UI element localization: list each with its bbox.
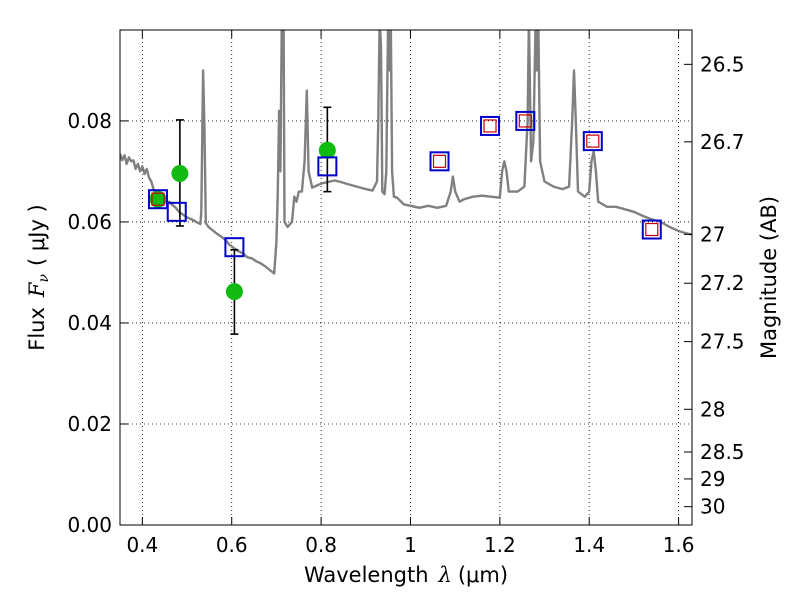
model-photometry-point	[480, 115, 501, 136]
y-tick-label: 0.04	[67, 311, 112, 335]
model-photometry-point	[147, 189, 168, 210]
inner-square-point	[483, 119, 497, 133]
x-axis-label: Wavelength λ (μm)	[304, 563, 508, 587]
inner-square-point	[151, 192, 165, 206]
y2-tick-label: 26.5	[700, 52, 745, 76]
model-photometry-point	[429, 151, 450, 172]
y-tick-label: 0.08	[67, 109, 112, 133]
inner-square-point	[586, 134, 600, 148]
y2-tick-label: 28	[700, 397, 725, 421]
inner-square-point	[518, 114, 532, 128]
x-tick-label: 1.2	[484, 533, 516, 557]
model-photometry-point	[224, 237, 245, 258]
spectrum-line	[120, 30, 692, 275]
inner-square-point	[432, 154, 447, 168]
model-photometry-point	[317, 156, 338, 177]
y2-tick-label: 27.5	[700, 330, 745, 354]
y-tick-label: 0.06	[67, 210, 112, 234]
inner-square-point	[645, 222, 659, 237]
grid	[120, 30, 692, 525]
y2-axis-label: Magnitude (AB)	[757, 196, 781, 359]
y-tick-label: 0.02	[67, 412, 112, 436]
observed-point	[318, 141, 336, 159]
model-photometry-point	[166, 201, 187, 222]
y2-tick-label: 27	[700, 222, 725, 246]
x-tick-label: 1.4	[573, 533, 605, 557]
y2-tick-label: 30	[700, 495, 725, 519]
plot-frame	[119, 29, 693, 526]
x-tick-label: 0.6	[216, 533, 248, 557]
x-tick-label: 1	[404, 533, 417, 557]
y2-tick-label: 26.7	[700, 130, 745, 154]
model-photometry-point	[641, 219, 662, 240]
y2-tick-label: 27.2	[700, 271, 745, 295]
y-tick-label: 0.00	[67, 513, 112, 537]
x-tick-label: 0.8	[305, 533, 337, 557]
model-photometry-point	[515, 110, 536, 131]
y-axis-label: FluxFν( μJy )	[25, 204, 52, 350]
y2-tick-label: 29	[700, 467, 725, 491]
observed-point	[225, 283, 243, 301]
plot-area	[120, 30, 692, 335]
observed-point	[171, 164, 189, 182]
model-photometry-point	[582, 131, 603, 152]
x-tick-label: 1.6	[663, 533, 695, 557]
x-tick-label: 0.4	[126, 533, 158, 557]
y2-tick-label: 28.5	[700, 440, 745, 464]
